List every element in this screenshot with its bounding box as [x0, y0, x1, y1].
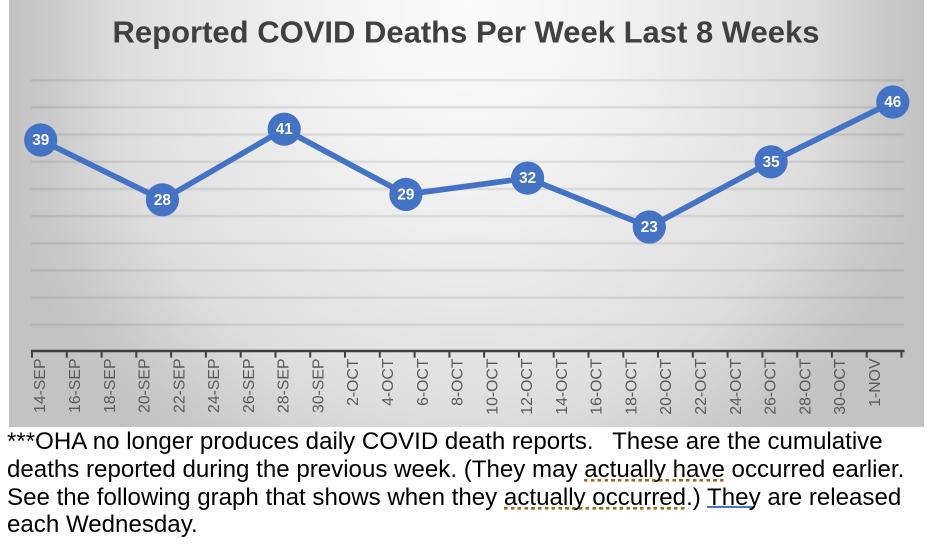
svg-text:22-OCT: 22-OCT	[693, 358, 710, 415]
svg-text:30-SEP: 30-SEP	[310, 359, 327, 413]
svg-text:20-OCT: 20-OCT	[658, 358, 675, 415]
svg-text:26-OCT: 26-OCT	[763, 358, 780, 415]
svg-text:8-OCT: 8-OCT	[450, 358, 467, 406]
svg-text:14-OCT: 14-OCT	[554, 358, 571, 415]
svg-text:6-OCT: 6-OCT	[415, 358, 432, 406]
svg-text:28-OCT: 28-OCT	[797, 358, 814, 415]
svg-text:4-OCT: 4-OCT	[380, 358, 397, 406]
svg-text:22-SEP: 22-SEP	[171, 359, 188, 413]
svg-text:29: 29	[397, 186, 414, 203]
svg-text:28-SEP: 28-SEP	[276, 359, 293, 413]
svg-text:26-SEP: 26-SEP	[241, 359, 258, 413]
svg-text:30-OCT: 30-OCT	[832, 358, 849, 415]
svg-text:12-OCT: 12-OCT	[519, 358, 536, 415]
svg-text:20-SEP: 20-SEP	[137, 359, 154, 413]
svg-text:Reported COVID Deaths Per Week: Reported COVID Deaths Per Week Last 8 We…	[113, 15, 820, 50]
svg-text:39: 39	[32, 132, 49, 149]
svg-text:32: 32	[519, 170, 536, 187]
svg-text:18-SEP: 18-SEP	[102, 359, 119, 413]
svg-text:46: 46	[884, 94, 901, 111]
svg-text:28: 28	[154, 192, 172, 209]
svg-text:35: 35	[763, 154, 781, 171]
svg-text:10-OCT: 10-OCT	[484, 358, 501, 415]
svg-text:18-OCT: 18-OCT	[624, 358, 641, 415]
svg-text:14-SEP: 14-SEP	[32, 359, 49, 413]
svg-text:16-OCT: 16-OCT	[589, 358, 606, 415]
svg-text:2-OCT: 2-OCT	[345, 358, 362, 406]
svg-text:16-SEP: 16-SEP	[67, 359, 84, 413]
svg-text:41: 41	[276, 121, 294, 138]
svg-text:24-OCT: 24-OCT	[728, 358, 745, 415]
svg-text:24-SEP: 24-SEP	[206, 359, 223, 413]
svg-text:1-NOV: 1-NOV	[867, 358, 884, 407]
svg-text:23: 23	[641, 219, 658, 236]
